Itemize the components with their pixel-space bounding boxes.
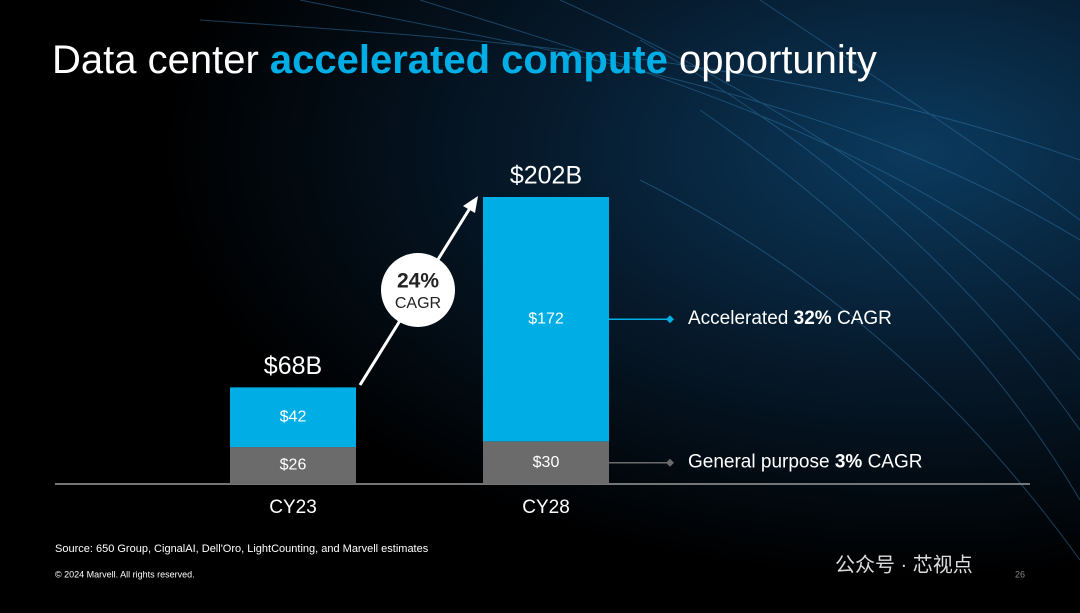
value-label: $26	[280, 457, 307, 474]
x-tick-label: CY28	[522, 497, 570, 518]
legend-entry: General purpose 3% CAGR	[688, 452, 922, 473]
watermark: 公众号 · 芯视点	[835, 553, 973, 576]
bar-segment	[483, 441, 609, 484]
legend-cagr: 3%	[835, 452, 863, 473]
page-number: 26	[1015, 569, 1025, 579]
legend-marker	[666, 315, 674, 324]
arrow-head	[463, 196, 478, 213]
legend-marker	[666, 458, 674, 467]
title-part: opportunity	[668, 38, 877, 82]
value-label: $42	[280, 408, 307, 425]
title-highlight: accelerated compute	[270, 38, 668, 82]
growth-text: CAGR	[395, 295, 441, 312]
copyright: © 2024 Marvell. All rights reserved.	[55, 569, 195, 579]
total-label: $68B	[264, 352, 322, 380]
x-tick-label: CY23	[269, 497, 317, 518]
source: Source: 650 Group, CignalAI, Dell'Oro, L…	[55, 543, 429, 555]
background-streaks	[199, 0, 1080, 561]
bar-segment	[230, 387, 356, 448]
legend-name: Accelerated	[688, 308, 788, 329]
legend-cagr: 32%	[794, 308, 832, 329]
bar-segment	[230, 447, 356, 484]
bar-segment	[483, 197, 609, 442]
value-label: $172	[528, 310, 564, 327]
growth-value: 24%	[397, 270, 439, 293]
legend-cagr-text: CAGR	[868, 452, 923, 473]
legend-cagr-text: CAGR	[837, 308, 892, 329]
growth-badge	[381, 253, 455, 327]
title-part: Data center	[52, 38, 270, 82]
value-label: $30	[533, 454, 560, 471]
legend-entry: Accelerated 32% CAGR	[688, 308, 892, 329]
legend-name: General purpose	[688, 452, 830, 473]
title: Data center accelerated compute opportun…	[52, 38, 877, 82]
total-label: $202B	[510, 162, 582, 190]
